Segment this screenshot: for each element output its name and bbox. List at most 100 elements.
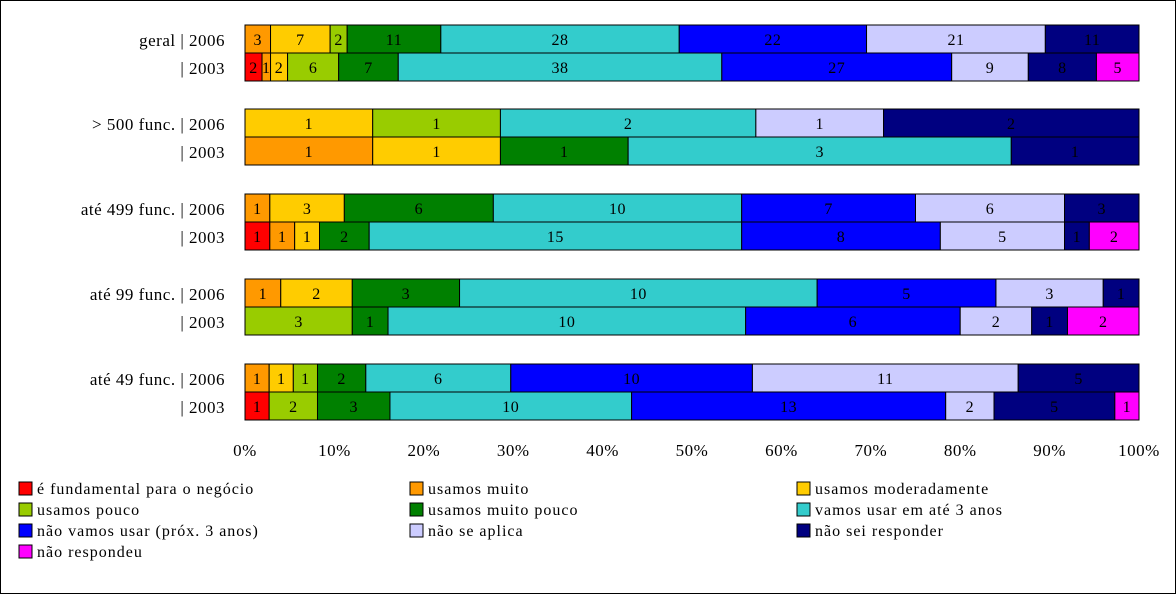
legend-entry-label: usamos muito pouco (428, 502, 578, 519)
bar-segment (269, 221, 296, 251)
segment-value-label: 9 (986, 60, 995, 77)
bar-segment (1088, 221, 1140, 251)
segment-value-label: 1 (366, 314, 375, 331)
bar-segment (338, 52, 399, 82)
bar-segment (995, 278, 1104, 308)
row-label: até 499 func. | 2006 (81, 200, 225, 219)
segment-value-label: 6 (415, 201, 424, 218)
bar-segment (244, 108, 374, 138)
row-label: | 2003 (180, 59, 225, 78)
segment-value-label: 8 (1058, 60, 1067, 77)
segment-value-label: 2 (624, 116, 633, 133)
x-tick-label: 50% (676, 441, 709, 460)
segment-value-label: 1 (1117, 286, 1126, 303)
row-label: até 99 func. | 2006 (90, 285, 225, 304)
segment-value-label: 3 (254, 32, 263, 49)
segment-value-label: 6 (434, 371, 443, 388)
segment-value-label: 5 (1074, 371, 1083, 388)
bar-segment (244, 363, 270, 393)
segment-value-label: 1 (303, 229, 312, 246)
segment-value-label: 1 (253, 229, 262, 246)
legend-entry-label: não respondeu (37, 544, 143, 561)
bar-segment (269, 193, 345, 223)
segment-value-label: 22 (764, 32, 781, 49)
x-tick-label: 20% (407, 441, 440, 460)
row-label: | 2003 (180, 398, 225, 417)
row-label: | 2003 (180, 143, 225, 162)
segment-value-label: 10 (502, 399, 519, 416)
segment-value-label: 2 (334, 32, 343, 49)
bar-segment (319, 221, 370, 251)
segment-value-label: 10 (609, 201, 626, 218)
segment-value-label: 2 (966, 399, 975, 416)
segment-value-label: 28 (552, 32, 569, 49)
legend-swatch (796, 481, 811, 496)
legend-entry-label: não vamos usar (próx. 3 anos) (37, 523, 259, 540)
segment-value-label: 3 (1098, 201, 1107, 218)
segment-value-label: 1 (432, 144, 441, 161)
segment-value-label: 5 (1113, 60, 1122, 77)
bar-segment (280, 278, 353, 308)
segment-value-label: 1 (1073, 229, 1082, 246)
segment-value-label: 11 (877, 371, 893, 388)
segment-value-label: 2 (312, 286, 321, 303)
bar-segment (316, 363, 367, 393)
segment-value-label: 1 (432, 116, 441, 133)
legend-swatch (796, 502, 811, 517)
legend-swatch (18, 544, 33, 559)
bar-segment (368, 221, 743, 251)
bar-segment (397, 52, 723, 82)
x-tick-label: 70% (854, 441, 887, 460)
segment-value-label: 1 (1123, 399, 1132, 416)
segment-value-label: 2 (1007, 116, 1016, 133)
segment-value-label: 5 (998, 229, 1007, 246)
segment-value-label: 1 (1071, 144, 1080, 161)
bar-segment (741, 193, 916, 223)
bar-segment (244, 278, 282, 308)
segment-value-label: 2 (275, 60, 284, 77)
row-label: geral | 2006 (139, 31, 225, 50)
bars-layer: 3 7 2 11 28 22 21 112 1 2 6 7 38 27 9 8 51 1 2 1 21 1 1 3 11 3 6 10… (244, 24, 1140, 421)
x-tick-label: 10% (318, 441, 351, 460)
bar-segment (1064, 221, 1090, 251)
segment-value-label: 10 (558, 314, 575, 331)
legend-entry-label: usamos pouco (37, 502, 140, 519)
legend-entry-label: não sei responder (815, 523, 944, 540)
x-tick-label: 30% (497, 441, 530, 460)
bar-segment (1114, 391, 1140, 421)
bar-segment (387, 306, 747, 336)
legend-entry-label: usamos moderadamente (815, 481, 989, 498)
legend-swatch (409, 523, 424, 538)
bar-segment (631, 391, 947, 421)
segment-value-label: 2 (337, 371, 346, 388)
bar-segment (351, 306, 389, 336)
segment-value-label: 2 (340, 229, 349, 246)
legend-swatch (18, 481, 33, 496)
bar-segment (993, 391, 1116, 421)
segment-value-label: 7 (824, 201, 833, 218)
bar-segment (292, 363, 318, 393)
bar-segment (346, 24, 442, 54)
bar-segment (389, 391, 633, 421)
legend-swatch (409, 502, 424, 517)
segment-value-label: 10 (630, 286, 647, 303)
segment-value-label: 1 (253, 399, 262, 416)
row-label: até 49 func. | 2006 (90, 370, 225, 389)
legend-swatch (796, 523, 811, 538)
segment-value-label: 3 (303, 201, 312, 218)
bar-segment (751, 363, 1019, 393)
segment-value-label: 1 (1045, 314, 1054, 331)
legend-entry-label: não se aplica (428, 523, 524, 540)
bar-segment (745, 306, 961, 336)
row-label: > 500 func. | 2006 (92, 115, 225, 134)
segment-value-label: 1 (278, 229, 287, 246)
segment-value-label: 2 (249, 60, 258, 77)
x-tick-label: 90% (1033, 441, 1066, 460)
segment-value-label: 3 (349, 399, 358, 416)
bar-segment (951, 52, 1029, 82)
segment-value-label: 13 (780, 399, 797, 416)
legend: é fundamental para o negócio usamos muito… (18, 481, 1002, 561)
segment-value-label: 2 (1110, 229, 1119, 246)
bar-segment (1095, 52, 1140, 82)
